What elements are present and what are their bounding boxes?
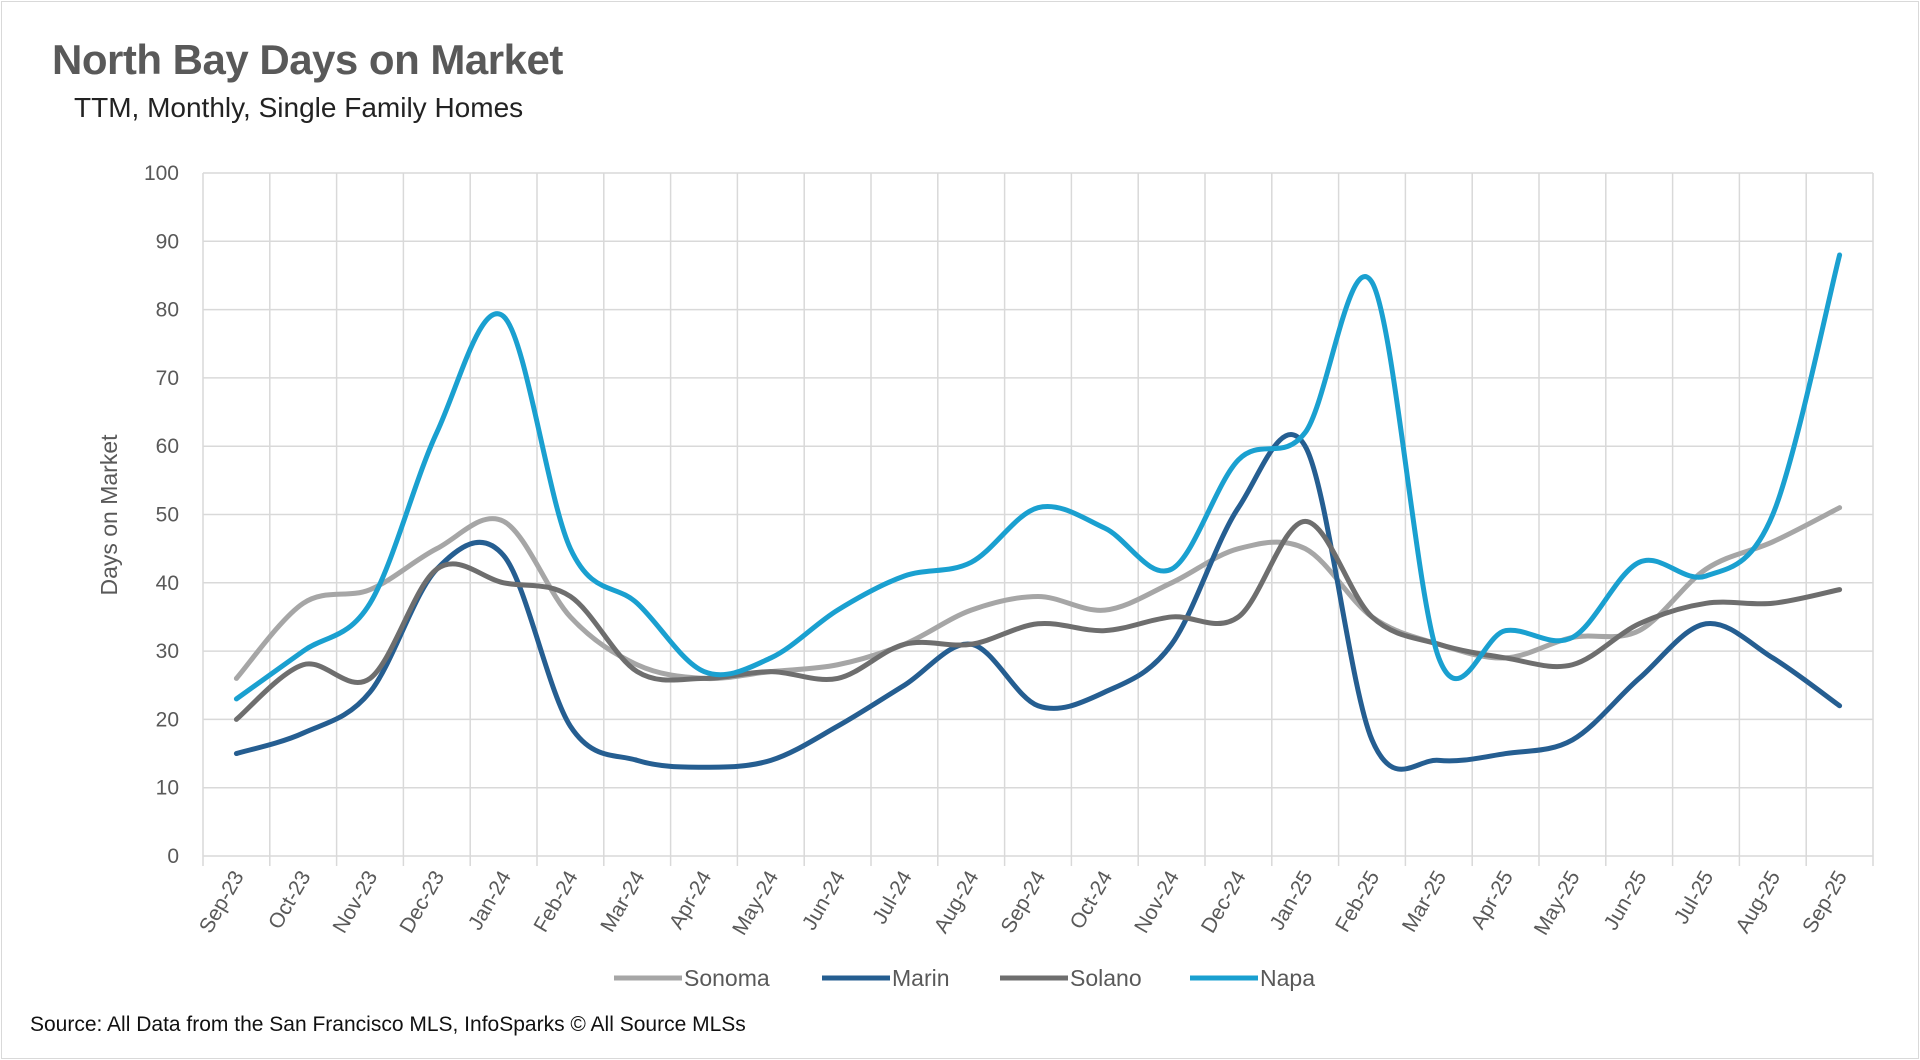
x-tick-label: Aug-24 <box>930 867 984 937</box>
x-tick-label: Mar-24 <box>596 867 649 936</box>
x-tick-label: Jan-24 <box>464 867 516 934</box>
series-lines <box>233 252 1843 772</box>
x-tick-label: Mar-25 <box>1398 867 1451 936</box>
legend-label-napa: Napa <box>1260 965 1315 991</box>
legend-label-marin: Marin <box>892 965 950 991</box>
y-tick-label: 70 <box>156 367 179 390</box>
x-tick-label: Sep-24 <box>997 867 1051 937</box>
y-tick-label: 20 <box>156 708 179 731</box>
y-tick-label: 50 <box>156 504 179 527</box>
x-tick-label: Nov-23 <box>329 867 383 937</box>
x-tick-label: May-24 <box>728 867 783 939</box>
y-tick-label: 10 <box>156 777 179 800</box>
x-tick-label: Jun-24 <box>798 867 850 934</box>
x-tick-label: Jul-24 <box>868 867 917 928</box>
x-tick-label: Dec-23 <box>395 867 449 937</box>
gridlines <box>202 172 1874 866</box>
chart-subtitle: TTM, Monthly, Single Family Homes <box>74 92 524 123</box>
x-tick-label: Oct-23 <box>264 867 315 933</box>
x-tick-label: Jun-25 <box>1600 867 1652 934</box>
legend: Sonoma Marin Solano Napa <box>614 965 1315 991</box>
y-tick-label: 80 <box>156 299 179 322</box>
x-axis-ticks: Sep-23 Oct-23 Nov-23 Dec-23 Jan-24 Feb-24 Mar-… <box>195 867 1852 939</box>
y-tick-label: 0 <box>167 845 179 868</box>
x-tick-label: Apr-24 <box>665 867 717 933</box>
y-tick-label: 100 <box>144 162 179 185</box>
x-tick-label: Dec-24 <box>1197 867 1251 937</box>
y-tick-label: 90 <box>156 230 179 253</box>
y-axis-ticks: 0 10 20 30 40 50 60 70 80 90 100 <box>144 162 179 868</box>
x-tick-label: May-25 <box>1530 867 1585 939</box>
x-tick-label: Apr-25 <box>1466 867 1517 933</box>
y-tick-label: 30 <box>156 640 179 663</box>
series-line-solano <box>233 518 1843 722</box>
y-axis-label: Days on Market <box>96 434 122 596</box>
x-tick-label: Nov-24 <box>1130 867 1184 937</box>
x-tick-label: Feb-24 <box>530 867 583 936</box>
x-tick-label: Aug-25 <box>1731 867 1785 937</box>
x-tick-label: Sep-23 <box>195 867 249 937</box>
y-tick-label: 60 <box>156 435 179 458</box>
x-tick-label: Jul-25 <box>1670 867 1719 928</box>
x-tick-label: Oct-24 <box>1066 867 1118 933</box>
x-tick-label: Feb-25 <box>1331 867 1384 936</box>
source-note: Source: All Data from the San Francisco … <box>30 1013 746 1036</box>
x-tick-label: Jan-25 <box>1266 867 1318 934</box>
series-line-napa <box>233 252 1843 702</box>
y-tick-label: 40 <box>156 572 179 595</box>
x-tick-label: Sep-25 <box>1798 867 1852 937</box>
series-line-marin <box>233 432 1843 772</box>
legend-label-solano: Solano <box>1070 965 1142 991</box>
legend-label-sonoma: Sonoma <box>684 965 770 991</box>
chart-title: North Bay Days on Market <box>52 36 563 83</box>
